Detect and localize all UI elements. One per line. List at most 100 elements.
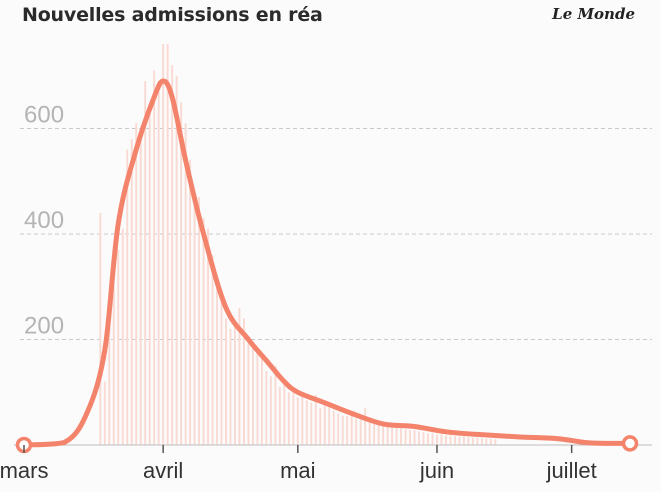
bar — [108, 318, 111, 445]
bar — [112, 286, 115, 445]
bar — [386, 423, 389, 445]
bar — [458, 436, 461, 445]
bar — [359, 419, 362, 445]
bar — [162, 44, 165, 445]
bar — [144, 81, 147, 446]
bar — [296, 397, 299, 445]
bar — [175, 75, 178, 445]
bar — [180, 102, 183, 445]
bar — [292, 389, 295, 445]
bar — [229, 328, 232, 445]
bar — [355, 418, 358, 445]
bar — [189, 160, 192, 445]
bar — [148, 112, 151, 446]
bar — [337, 413, 340, 445]
bar — [274, 365, 277, 445]
bar — [471, 437, 474, 445]
bar — [431, 433, 434, 445]
bar — [269, 376, 272, 445]
bar — [480, 438, 483, 445]
x-tick-label: avril — [143, 458, 183, 483]
bar — [332, 410, 335, 445]
bar — [305, 400, 308, 445]
bar — [130, 139, 133, 446]
bar — [453, 436, 456, 445]
bar — [211, 255, 214, 445]
bar — [409, 430, 411, 445]
bar — [314, 394, 317, 445]
bar — [350, 413, 353, 445]
bar — [265, 371, 268, 445]
bar — [117, 249, 120, 445]
bar — [377, 422, 380, 445]
bar — [238, 307, 241, 445]
bar — [216, 276, 218, 445]
bar — [427, 433, 429, 445]
bar — [126, 149, 129, 445]
bar — [225, 318, 227, 445]
chart-title: Nouvelles admissions en réa — [22, 4, 323, 26]
bar — [256, 350, 259, 445]
bar — [247, 339, 250, 445]
bar — [440, 434, 443, 445]
bar — [476, 437, 479, 445]
brand-logo: Le Monde — [552, 5, 635, 23]
bar — [404, 429, 407, 445]
x-tick-label: juin — [419, 458, 454, 483]
bar — [283, 381, 286, 445]
bar — [346, 415, 349, 445]
bar — [234, 323, 236, 445]
bar — [310, 402, 313, 445]
bar — [243, 318, 245, 445]
bar — [413, 430, 416, 445]
bar — [157, 81, 160, 446]
bar — [287, 392, 290, 445]
bar — [485, 438, 488, 445]
bar — [462, 436, 465, 445]
bar — [341, 415, 344, 445]
bar — [99, 212, 102, 445]
bar — [166, 44, 169, 445]
x-tick-label: mars — [0, 458, 48, 483]
bar — [184, 123, 187, 445]
y-tick-label: 600 — [24, 102, 64, 129]
y-tick-label: 400 — [24, 207, 64, 234]
bar — [445, 435, 447, 445]
bar — [198, 197, 201, 445]
bar — [139, 128, 142, 445]
bar — [364, 408, 367, 445]
bar — [489, 438, 492, 445]
x-tick-label: mai — [280, 458, 315, 483]
bar — [323, 405, 326, 445]
bar — [400, 428, 403, 445]
bar — [220, 297, 223, 445]
bar — [368, 421, 371, 445]
bar — [193, 191, 196, 445]
bar — [202, 218, 205, 445]
bar — [301, 392, 304, 445]
bar — [382, 424, 385, 445]
bar — [373, 423, 376, 445]
bar — [467, 437, 470, 445]
bar — [260, 355, 263, 445]
bar — [251, 344, 254, 445]
bar — [153, 70, 156, 445]
bar — [319, 408, 322, 445]
line-end-marker — [621, 435, 639, 452]
bar — [436, 434, 438, 445]
bar — [278, 386, 281, 445]
bar — [494, 439, 497, 445]
bar — [135, 123, 138, 445]
trend-line — [21, 78, 633, 448]
bar — [395, 427, 398, 445]
bar — [391, 426, 394, 445]
bar — [422, 432, 425, 445]
y-tick-label: 200 — [24, 313, 64, 340]
x-tick-label: juillet — [546, 458, 597, 483]
bar — [171, 65, 174, 445]
bar — [449, 435, 452, 445]
bar — [121, 228, 124, 445]
bar — [418, 431, 420, 445]
bar — [103, 381, 106, 445]
